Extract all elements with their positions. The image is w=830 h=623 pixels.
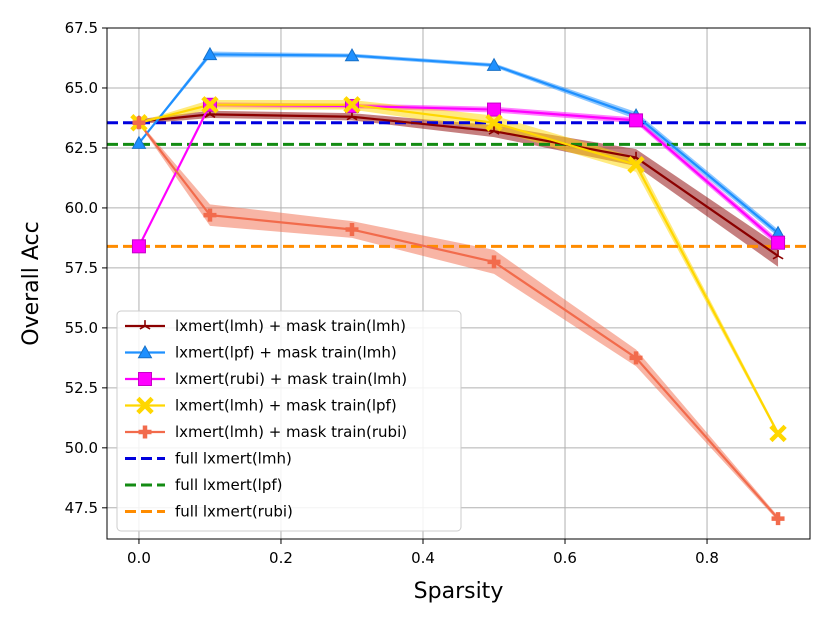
plus-marker [629,351,643,365]
legend-label: lxmert(lmh) + mask train(lpf) [175,397,397,415]
series-line [137,103,779,247]
series-markers [130,46,787,526]
square-marker [629,113,644,128]
legend-entry: lxmert(lmh) + mask train(lmh) [125,317,406,335]
triangle-marker [486,57,502,71]
y-tick-label: 50.0 [65,439,98,457]
tri-marker [488,125,500,135]
plus-marker [345,223,359,237]
series-line [138,113,779,257]
x-marker [136,396,154,415]
y-tick-label: 47.5 [65,499,98,517]
x-tick-label: 0.2 [269,549,293,567]
triangle-marker [131,135,147,149]
square-marker [487,102,502,117]
series-line [138,53,779,234]
legend-label: lxmert(lmh) + mask train(lmh) [175,317,406,335]
plus-marker [203,208,217,222]
x-tick-label: 0.4 [411,549,435,567]
legend-label: full lxmert(lmh) [175,450,292,468]
legend-entry: lxmert(lmh) + mask train(rubi) [125,423,407,441]
y-tick-label: 60.0 [65,199,98,217]
legend-entry: full lxmert(lmh) [125,450,292,468]
legend: lxmert(lmh) + mask train(lmh) lxmert(lpf)… [116,310,462,532]
x-marker [485,114,503,132]
x-tick-label: 0.6 [553,549,577,567]
y-tick-label: 55.0 [65,319,98,337]
y-tick-label: 57.5 [65,259,98,277]
x-tick-label: 0.8 [695,549,719,567]
reference-lines [107,121,810,248]
tri-marker [139,320,151,330]
x-marker [201,96,219,114]
triangle-marker [202,46,218,61]
plot-frame [106,27,811,540]
square-marker [138,372,152,386]
series-line [138,122,779,520]
plus-marker [487,255,501,269]
confidence-band [138,121,779,522]
y-tick-label: 65.0 [65,79,98,97]
y-tick-label: 52.5 [65,379,98,397]
legend-entry: full lxmert(lpf) [125,476,283,494]
y-tick-label: 67.5 [65,19,98,37]
square-marker [771,235,786,250]
legend-box [116,310,462,532]
y-axis-label: Overall Acc [19,221,44,345]
legend-label: lxmert(lmh) + mask train(rubi) [175,423,407,441]
square-marker [131,239,146,254]
legend-label: lxmert(rubi) + mask train(lmh) [175,370,407,388]
legend-label: full lxmert(lpf) [175,476,283,494]
x-marker [769,424,787,443]
plus-marker [771,512,785,526]
series-line [138,103,780,434]
tri-marker [772,250,784,260]
confidence-band [138,110,779,267]
legend-entry: lxmert(rubi) + mask train(lmh) [125,370,407,388]
plus-marker [132,116,146,130]
series-lines [137,53,780,520]
legend-label: lxmert(lpf) + mask train(lmh) [175,344,397,362]
x-marker [343,96,361,114]
y-tick-label: 62.5 [65,139,98,157]
x-axis-label: Sparsity [414,579,504,604]
legend-entry: lxmert(lmh) + mask train(lpf) [125,397,397,415]
axis-ticks: 0.0 0.2 0.4 0.6 0.8 47.5 50.0 52.5 55.0 57.5 60.0 6… [65,19,719,567]
plus-marker [138,425,152,439]
triangle-marker [344,48,360,62]
x-tick-label: 0.0 [127,549,151,567]
legend-label: full lxmert(rubi) [175,503,293,521]
x-marker [627,156,645,174]
triangle-marker [137,344,153,359]
legend-entry: full lxmert(rubi) [125,503,293,521]
legend-entry: lxmert(lpf) + mask train(lmh) [125,344,397,362]
